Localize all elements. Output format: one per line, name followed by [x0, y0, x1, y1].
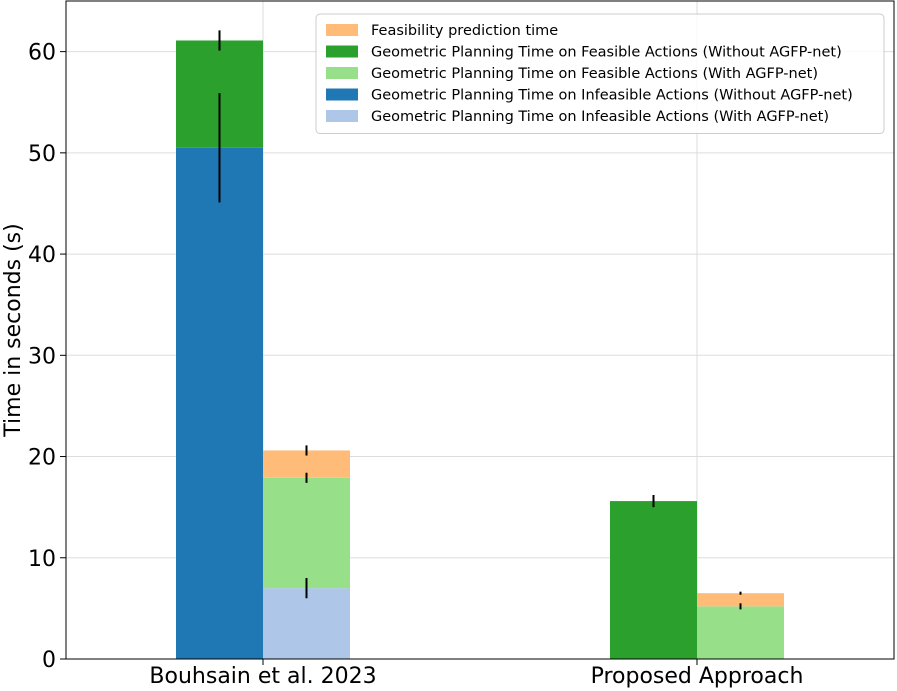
- bar-segment-feas-pred: [697, 593, 784, 607]
- x-axis-ticks: Bouhsain et al. 2023 Proposed Approach: [149, 659, 803, 689]
- y-axis-ticks: 0 10 20 30 40 50 60: [28, 41, 66, 673]
- error-bars-layer: [218, 30, 742, 610]
- x-tick-label: Proposed Approach: [591, 664, 804, 689]
- bar-segment-feas-with: [263, 477, 350, 589]
- bar-segment-feas-without: [610, 501, 697, 659]
- legend-swatch: [326, 67, 358, 79]
- legend-swatch: [326, 24, 358, 36]
- legend-label: Geometric Planning Time on Infeasible Ac…: [371, 88, 853, 104]
- bar-segment-infeas-without: [176, 147, 263, 660]
- legend-label: Geometric Planning Time on Infeasible Ac…: [371, 109, 829, 125]
- y-tick-label: 0: [42, 648, 56, 673]
- legend-swatch: [326, 88, 358, 101]
- y-tick-label: 60: [28, 41, 56, 66]
- legend-label: Geometric Planning Time on Feasible Acti…: [371, 66, 818, 82]
- legend-label: Geometric Planning Time on Feasible Acti…: [371, 45, 842, 61]
- bar-segment-feas-with: [697, 606, 784, 659]
- y-tick-label: 20: [28, 446, 56, 471]
- legend-swatch: [326, 45, 358, 58]
- plot-frame: [65, 0, 895, 660]
- y-tick-label: 40: [28, 243, 56, 268]
- legend-box: [315, 13, 885, 134]
- y-tick-label: 30: [28, 344, 56, 369]
- y-tick-label: 50: [28, 142, 56, 167]
- legend-swatch: [326, 110, 358, 122]
- bar-segment-infeas-with: [263, 588, 350, 659]
- legend: Feasibility prediction time Geometric Pla…: [315, 13, 885, 134]
- y-axis-label: Time in seconds (s): [1, 223, 26, 437]
- legend-label: Feasibility prediction time: [371, 23, 558, 39]
- y-tick-label: 10: [28, 547, 56, 572]
- x-tick-label: Bouhsain et al. 2023: [149, 664, 376, 689]
